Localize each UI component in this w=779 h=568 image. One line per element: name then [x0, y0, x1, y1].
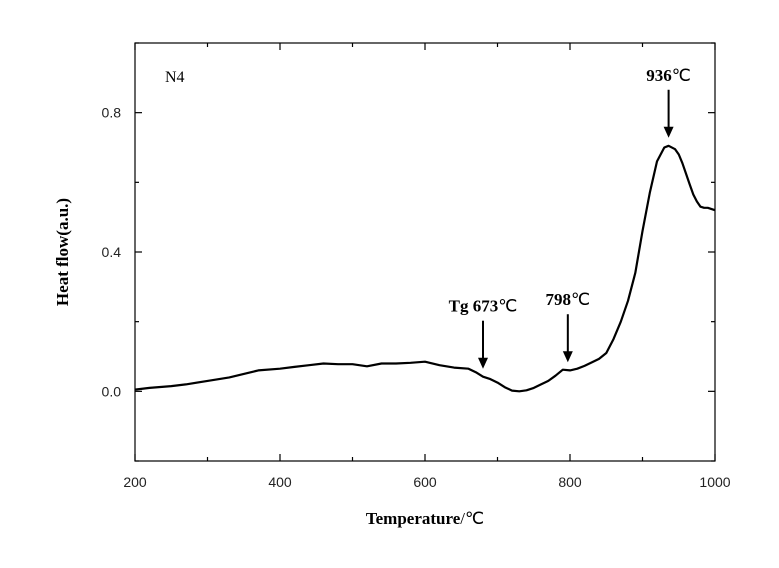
x-tick-label: 800 — [558, 474, 582, 490]
x-axis-title-text: Temperature — [366, 509, 461, 528]
annotation-unit: ℃ — [498, 297, 517, 316]
x-tick-label: 1000 — [699, 474, 730, 490]
annotation-value: Tg 673 — [449, 297, 499, 316]
annotation-label: 936℃ — [646, 66, 691, 85]
annotation-unit: ℃ — [571, 290, 590, 309]
plot-frame — [134, 42, 716, 462]
annotation-arrow-head — [562, 351, 573, 363]
annotation-unit: ℃ — [672, 66, 691, 85]
y-tick-label: 0.0 — [102, 383, 122, 399]
y-tick-label: 0.4 — [102, 244, 122, 260]
x-axis-unit: /℃ — [460, 509, 484, 528]
x-tick-label: 600 — [413, 474, 437, 490]
x-tick-label: 400 — [268, 474, 292, 490]
panel-label: N4 — [165, 69, 185, 86]
x-axis: 200 400 600 800 1000 — [123, 43, 731, 490]
x-tick-label: 200 — [123, 474, 147, 490]
x-axis-title: Temperature/℃ — [366, 509, 484, 528]
annotation-value: 936 — [646, 66, 672, 85]
annotation-label: 798℃ — [546, 290, 591, 309]
annotation-arrow-head — [663, 126, 674, 138]
annotation-arrow-head — [478, 357, 488, 369]
heat-flow-line — [134, 144, 716, 393]
y-tick-label: 0.8 — [102, 105, 122, 121]
annotation-label: Tg 673℃ — [449, 297, 518, 316]
y-axis-title: Heat flow(a.u.) — [53, 198, 72, 306]
y-axis: 0.0 0.4 0.8 — [102, 42, 715, 462]
annotation-value: 798 — [546, 290, 572, 309]
